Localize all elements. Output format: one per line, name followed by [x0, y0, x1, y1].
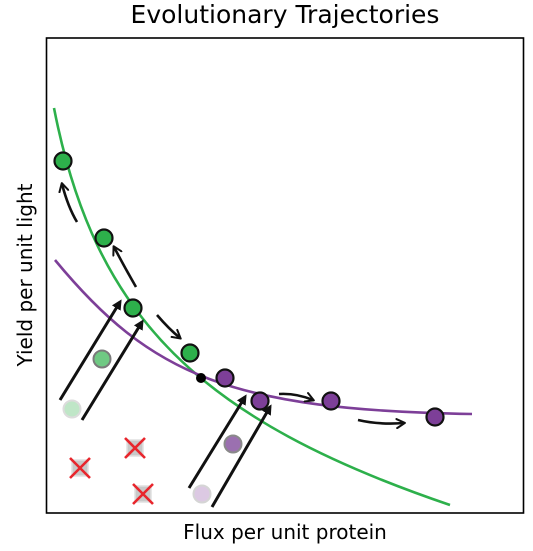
trajectory-arrow — [114, 247, 138, 288]
purple-point — [321, 391, 341, 411]
purple-tradeoff-curve — [53, 259, 473, 416]
purple-point — [215, 368, 235, 388]
failed-variant-marker — [132, 483, 154, 505]
evolution-arrow — [210, 404, 272, 508]
failed-variant-marker — [124, 437, 146, 459]
ancestor-green-point — [92, 349, 112, 369]
purple-point — [425, 407, 445, 427]
green-point — [123, 298, 143, 318]
x-axis-label: Flux per unit protein — [183, 520, 387, 544]
plot-frame — [45, 37, 525, 514]
ancestor-purple-point — [223, 434, 243, 454]
green-point — [180, 343, 200, 363]
trajectory-arrow — [156, 314, 180, 338]
green-tradeoff-curve — [52, 107, 451, 507]
green-point — [53, 151, 73, 171]
evolution-arrow — [187, 394, 247, 489]
trajectory-arrow — [62, 184, 79, 223]
trajectory-arrow — [357, 420, 404, 424]
ancestor-purple-point — [192, 484, 212, 504]
ancestor-green-point — [62, 399, 82, 419]
y-axis-label: Yield per unit light — [13, 183, 37, 367]
failed-variant-marker — [69, 457, 91, 479]
curve-intersection-point — [196, 373, 206, 383]
trajectory-arrow — [278, 394, 313, 400]
purple-point — [250, 391, 270, 411]
evolution-arrow — [80, 319, 144, 421]
green-point — [94, 228, 114, 248]
figure-title: Evolutionary Trajectories — [131, 0, 440, 29]
evolution-arrow — [58, 299, 122, 401]
